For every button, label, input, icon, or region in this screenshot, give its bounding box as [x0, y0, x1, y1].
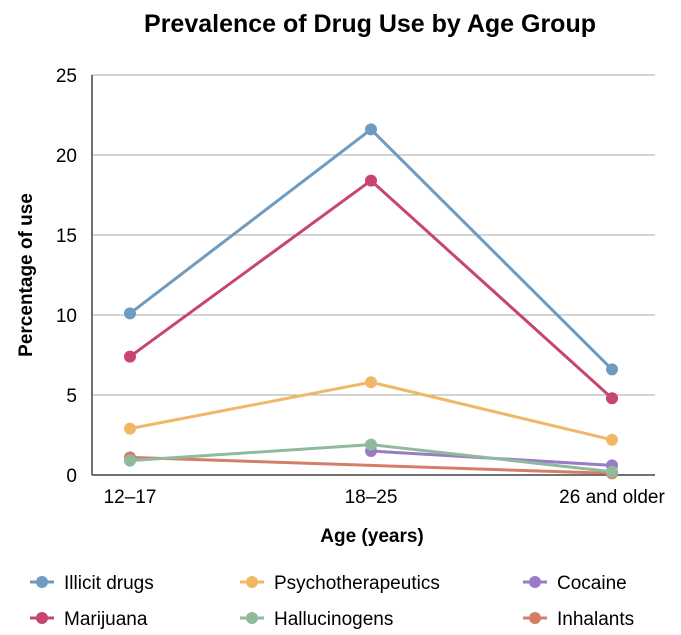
data-point: [606, 465, 618, 478]
data-point: [124, 307, 136, 320]
data-point: [124, 454, 136, 467]
x-tick-label: 12–17: [104, 487, 157, 508]
legend-item: Psychotherapeutics: [240, 573, 440, 594]
x-axis-title: Age (years): [320, 526, 424, 547]
legend-item: Cocaine: [523, 573, 627, 594]
y-axis-title: Percentage of use: [16, 193, 37, 357]
y-tick-label: 10: [56, 306, 77, 327]
y-tick-label: 25: [56, 66, 77, 87]
series-lines: [124, 123, 618, 480]
data-point: [365, 438, 377, 451]
y-tick-label: 5: [66, 386, 77, 407]
gridlines: [92, 74, 655, 396]
legend-swatch-marker: [246, 576, 258, 588]
legend-label: Marijuana: [64, 609, 148, 630]
legend-label: Inhalants: [557, 609, 634, 630]
series-line-inhalants: [128, 455, 614, 475]
legend-label: Illicit drugs: [64, 573, 154, 594]
data-point: [606, 363, 618, 376]
y-tick-label: 15: [56, 226, 77, 247]
legend-swatch-marker: [529, 576, 541, 588]
data-point: [124, 422, 136, 435]
data-point: [124, 350, 136, 363]
legend-item: Marijuana: [30, 609, 148, 630]
legend-item: Illicit drugs: [30, 573, 154, 594]
axes: 0 5 10 15 20 25 12–17 18–25 26 and older: [56, 66, 666, 508]
x-tick-label: 18–25: [345, 487, 398, 508]
data-point: [606, 433, 618, 446]
legend-label: Cocaine: [557, 573, 627, 594]
series-line-psychotherapeutics: [128, 380, 614, 442]
legend-swatch-marker: [36, 576, 48, 588]
legend: Illicit drugs Marijuana Psychotherapeutics…: [30, 573, 634, 630]
legend-swatch-marker: [36, 612, 48, 624]
data-point: [365, 123, 377, 136]
data-point: [606, 392, 618, 405]
data-point: [365, 174, 377, 187]
data-point: [365, 376, 377, 389]
x-tick-label: 26 and older: [559, 487, 665, 508]
legend-item: Inhalants: [523, 609, 634, 630]
legend-swatch-marker: [529, 612, 541, 624]
legend-swatch-marker: [246, 612, 258, 624]
legend-label: Psychotherapeutics: [274, 573, 440, 594]
legend-label: Hallucinogens: [274, 609, 393, 630]
y-tick-label: 20: [56, 146, 77, 167]
chart-title: Prevalence of Drug Use by Age Group: [144, 10, 596, 38]
legend-item: Hallucinogens: [240, 609, 393, 630]
y-tick-label: 0: [66, 466, 77, 487]
series-line-marijuana: [128, 179, 614, 400]
